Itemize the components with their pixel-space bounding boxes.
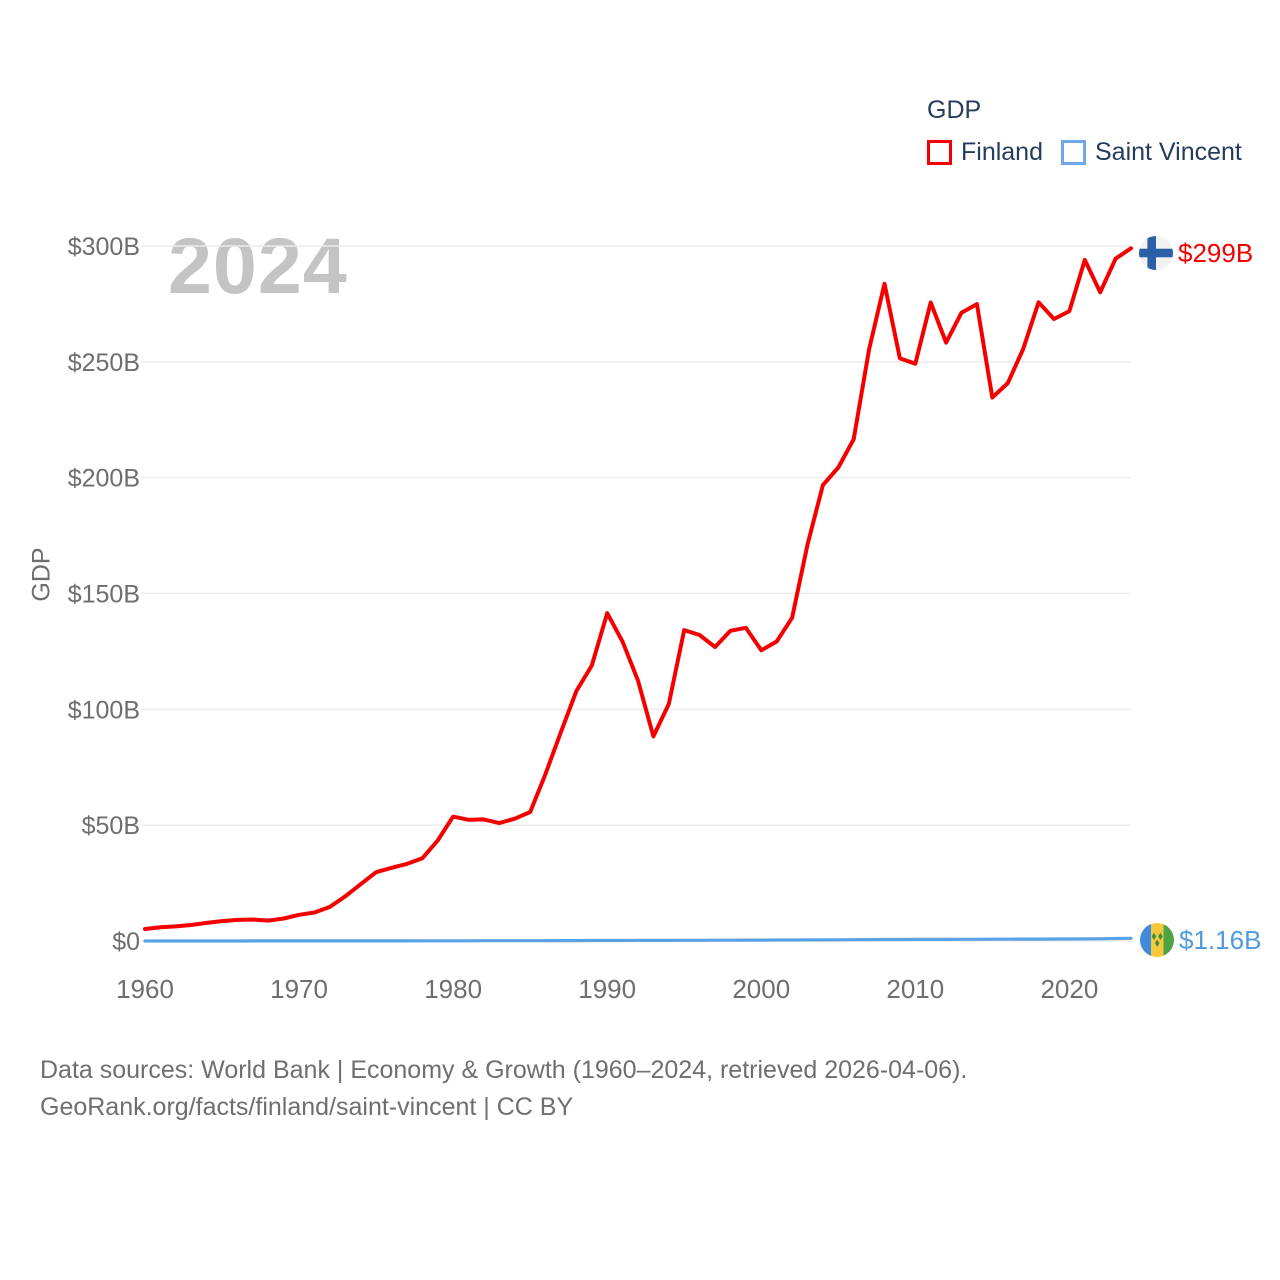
finland-end-value: $299B xyxy=(1178,237,1254,268)
y-tick-label: $100B xyxy=(68,696,140,724)
footer-sources-line: Data sources: World Bank | Economy & Gro… xyxy=(40,1056,968,1084)
legend-label-finland: Finland xyxy=(961,138,1043,166)
legend-item-saint-vincent[interactable]: Saint Vincent xyxy=(1061,138,1242,167)
legend: GDP Finland Saint Vincent xyxy=(927,96,1242,167)
x-tick-label: 2020 xyxy=(1040,974,1098,1004)
saint-vincent-end-value: $1.16B xyxy=(1179,924,1262,955)
x-tick-label: 2010 xyxy=(886,974,944,1004)
y-tick-label: $50B xyxy=(82,812,140,840)
finland-flag-icon xyxy=(1139,236,1173,270)
footer-attribution-line: GeoRank.org/facts/finland/saint-vincent … xyxy=(40,1093,574,1121)
x-tick-label: 1980 xyxy=(424,974,482,1004)
y-tick-label: $200B xyxy=(68,465,140,493)
x-tick-label: 1990 xyxy=(578,974,636,1004)
footer: Data sources: World Bank | Economy & Gro… xyxy=(40,1052,967,1126)
x-tick-label: 1960 xyxy=(116,974,174,1004)
saint-vincent-line[interactable] xyxy=(143,936,1133,943)
legend-item-finland[interactable]: Finland xyxy=(927,138,1043,167)
finland-swatch-icon xyxy=(927,140,952,165)
legend-items: Finland Saint Vincent xyxy=(927,138,1242,167)
legend-label-saint-vincent: Saint Vincent xyxy=(1095,138,1242,166)
saint-vincent-swatch-icon xyxy=(1061,140,1086,165)
y-tick-label: $0 xyxy=(112,928,140,956)
finland-end-label: $299B xyxy=(1139,236,1253,270)
y-tick-label: $300B xyxy=(68,233,140,261)
finland-line[interactable] xyxy=(143,246,1133,931)
saint-vincent-flag-icon xyxy=(1140,923,1174,957)
y-tick-label: $150B xyxy=(68,581,140,609)
x-tick-label: 2000 xyxy=(732,974,790,1004)
saint-vincent-end-label: $1.16B xyxy=(1140,923,1261,957)
y-tick-label: $250B xyxy=(68,349,140,377)
year-watermark: 2024 xyxy=(168,221,348,310)
legend-title: GDP xyxy=(927,96,982,124)
x-tick-label: 1970 xyxy=(270,974,328,1004)
